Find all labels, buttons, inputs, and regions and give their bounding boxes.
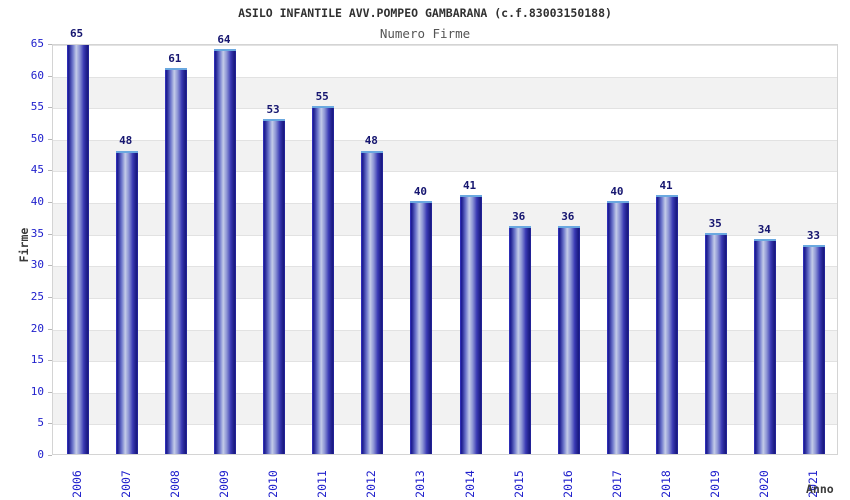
y-tick-label: 20 (30, 321, 44, 335)
gridline (53, 361, 837, 362)
gridline (53, 266, 837, 267)
x-tick-label: 2009 (216, 470, 231, 498)
x-tick-label: 2007 (118, 470, 133, 498)
bar-value-label: 61 (168, 52, 182, 66)
y-tick-mark (48, 44, 52, 45)
y-tick-mark (48, 328, 52, 330)
x-tick-label: 2016 (560, 470, 575, 498)
y-tick-label: 5 (37, 416, 44, 430)
gridline (53, 330, 837, 331)
bar-value-label: 48 (119, 134, 133, 148)
y-tick-mark (48, 360, 52, 362)
gridline (53, 424, 837, 425)
x-tick-label: 2012 (364, 470, 379, 498)
y-tick-label: 30 (30, 258, 44, 272)
bar[interactable] (263, 118, 286, 454)
bar[interactable] (557, 226, 580, 454)
gridline (53, 298, 837, 299)
gridline (53, 77, 837, 78)
x-tick-label: 2010 (266, 470, 281, 498)
y-tick-label: 35 (30, 226, 44, 240)
y-tick-mark (48, 423, 52, 425)
y-tick-label: 10 (30, 384, 44, 398)
bar-value-label: 65 (69, 27, 84, 40)
y-tick-label: 65 (30, 37, 44, 50)
bar-value-label: 33 (806, 229, 821, 243)
x-tick-label: 2015 (511, 470, 526, 498)
y-tick-mark (48, 202, 52, 204)
y-tick-mark (48, 138, 52, 140)
bar[interactable] (508, 226, 531, 454)
bar[interactable] (66, 45, 89, 454)
bar-value-label: 53 (266, 102, 280, 116)
y-tick-mark (48, 455, 52, 456)
bar[interactable] (164, 68, 187, 454)
y-tick-label: 50 (30, 131, 44, 145)
bar[interactable] (656, 194, 679, 454)
y-tick-mark (48, 75, 52, 77)
x-tick-label: 2008 (167, 470, 182, 498)
bar-value-label: 55 (315, 90, 329, 104)
x-tick-label: 2011 (315, 470, 330, 498)
x-tick-label: 2006 (69, 470, 84, 498)
bar[interactable] (410, 201, 433, 454)
bar-value-label: 41 (659, 178, 673, 192)
bar-value-label: 40 (413, 185, 428, 199)
bar-value-label: 48 (364, 134, 378, 148)
bar-value-label: 36 (561, 210, 575, 224)
bar[interactable] (705, 232, 728, 454)
bar-value-label: 36 (512, 210, 526, 224)
chart-subtitle: Numero Firme (379, 26, 471, 41)
x-tick-label: 2017 (609, 470, 624, 498)
bar[interactable] (115, 150, 138, 454)
y-tick-label: 55 (30, 100, 44, 114)
y-tick-mark (48, 296, 52, 298)
plot-area (52, 44, 838, 455)
x-tick-label: 2019 (708, 470, 723, 498)
bar[interactable] (213, 49, 236, 454)
x-tick-label: 2020 (757, 470, 772, 498)
y-tick-mark (48, 233, 52, 235)
y-tick-mark (48, 391, 52, 393)
y-axis-title: Firme (17, 227, 31, 263)
y-tick-mark (48, 107, 52, 109)
gridline (53, 140, 837, 141)
bar-value-label: 40 (610, 185, 624, 199)
bar[interactable] (312, 106, 335, 454)
gridline (53, 393, 837, 394)
y-tick-label: 60 (30, 68, 44, 82)
gridline (53, 235, 837, 236)
y-tick-mark (48, 170, 52, 172)
x-tick-label: 2013 (413, 470, 428, 498)
gridline (53, 45, 837, 46)
x-tick-label: 2018 (659, 470, 674, 498)
bar-value-label: 35 (708, 216, 722, 230)
x-tick-label: 2014 (462, 470, 477, 498)
bar[interactable] (754, 239, 777, 454)
gridline (53, 171, 837, 172)
x-axis-title: Anno (806, 482, 834, 496)
bar[interactable] (606, 201, 629, 454)
gridline (53, 108, 837, 109)
gridline (53, 203, 837, 204)
bar[interactable] (803, 245, 826, 454)
bar[interactable] (361, 150, 384, 454)
chart-title: ASILO INFANTILE AVV.POMPEO GAMBARANA (c.… (238, 6, 612, 20)
bar-value-label: 34 (757, 223, 771, 236)
y-tick-label: 0 (37, 448, 44, 461)
y-tick-mark (48, 265, 52, 267)
bar[interactable] (459, 194, 482, 454)
bar-value-label: 64 (217, 33, 231, 47)
bar-value-label: 41 (462, 178, 477, 192)
y-tick-label: 40 (30, 195, 44, 209)
y-tick-label: 45 (30, 163, 44, 177)
y-tick-label: 15 (30, 353, 44, 367)
y-tick-label: 25 (30, 289, 44, 303)
